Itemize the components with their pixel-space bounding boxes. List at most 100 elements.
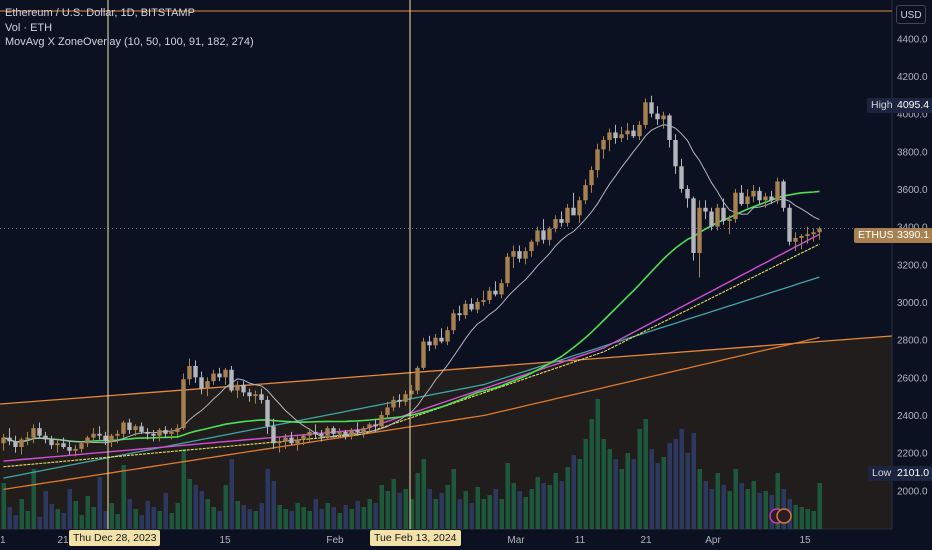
volume-bar (727, 491, 732, 529)
volume-bar (415, 473, 420, 529)
volume-bar (775, 473, 780, 529)
volume-bar (175, 503, 180, 529)
volume-bar (97, 477, 102, 529)
volume-bar (517, 491, 522, 529)
high-label: High (867, 98, 897, 113)
volume-bar (193, 485, 198, 529)
volume-bar (703, 481, 708, 529)
price-axis[interactable] (892, 0, 932, 550)
candle-body (37, 428, 42, 436)
volume-bar (619, 469, 624, 529)
candle-body (475, 301, 480, 310)
candle-body (745, 196, 750, 205)
symbol-title[interactable]: Ethereum / U.S. Dollar, 1D, BITSTAMP (5, 7, 195, 19)
candle-body (343, 431, 348, 436)
candle-body (703, 207, 708, 212)
volume-bar (205, 499, 210, 529)
candle-body (91, 433, 96, 438)
volume-bar (763, 491, 768, 529)
currency-button[interactable]: USD (896, 5, 926, 24)
volume-bar (511, 483, 516, 529)
volume-bar (649, 449, 654, 529)
time-tick: 15 (799, 535, 811, 546)
volume-bar (481, 499, 486, 529)
volume-bar (307, 511, 312, 529)
volume-legend[interactable]: Vol · ETH (5, 21, 53, 34)
price-tick: 2800.0 (897, 336, 928, 347)
indicator-legend[interactable]: MovAvg X ZoneOverlay (10, 50, 100, 91, 1… (5, 36, 254, 48)
volume-bar (661, 457, 666, 529)
candle-body (547, 228, 552, 240)
volume-bar (235, 501, 240, 529)
candle-body (487, 290, 492, 301)
volume-bar (685, 453, 690, 529)
volume-bar (583, 439, 588, 529)
volume-bar (733, 469, 738, 529)
candle-body (439, 337, 444, 342)
volume-bar (133, 509, 138, 529)
volume-bar (745, 489, 750, 529)
candle-body (163, 430, 168, 434)
candle-body (259, 394, 264, 400)
candle-body (241, 384, 246, 393)
candle-body (295, 439, 300, 444)
candle-body (223, 369, 228, 378)
volume-bar (331, 507, 336, 529)
volume-bar (253, 511, 258, 529)
candle-body (121, 422, 126, 434)
candle-body (115, 433, 120, 436)
volume-bar (103, 511, 108, 529)
candle-body (421, 341, 426, 368)
volume-bar (181, 449, 186, 529)
symbol-label: ETHUSD (854, 228, 906, 243)
volume-bar (739, 483, 744, 529)
volume-bar (25, 511, 30, 529)
candle-body (361, 428, 366, 432)
candle-body (1, 437, 6, 444)
candle-body (31, 428, 36, 438)
volume-bar (1, 483, 6, 529)
volume-bar (43, 491, 48, 529)
candle-body (529, 241, 534, 252)
candle-body (679, 166, 684, 189)
candle-body (247, 392, 252, 397)
price-tick: 3000.0 (897, 298, 928, 309)
candle-body (97, 433, 102, 436)
volume-bar (7, 507, 12, 529)
price-tick: 3600.0 (897, 185, 928, 196)
volume-bar (217, 511, 222, 529)
volume-bar (295, 503, 300, 529)
candle-body (271, 426, 276, 444)
volume-bar (289, 511, 294, 529)
candle-body (511, 251, 516, 257)
candle-body (553, 219, 558, 229)
candle-body (757, 190, 762, 201)
candle-body (625, 130, 630, 135)
candle-body (481, 300, 486, 302)
volume-bar (301, 507, 306, 529)
volume-bar (751, 481, 756, 529)
candle-body (385, 407, 390, 415)
earnings-icon[interactable] (776, 508, 792, 524)
time-tick: 21 (57, 535, 69, 546)
price-tick: 4000.0 (897, 110, 928, 121)
volume-bar (259, 503, 264, 529)
volume-bar (223, 485, 228, 529)
volume-bar (421, 459, 426, 529)
volume-bar (409, 499, 414, 529)
volume-bar (403, 489, 408, 529)
candle-body (13, 441, 18, 448)
volume-bar (691, 433, 696, 529)
ma-orange-line (3, 336, 820, 491)
volume-bar (13, 515, 18, 529)
ma-100-line (3, 233, 820, 462)
candle-body (589, 170, 594, 186)
candle-body (601, 139, 606, 150)
candle-body (433, 337, 438, 346)
candle-body (229, 369, 234, 391)
candle-body (781, 181, 786, 208)
volume-bar (565, 467, 570, 529)
candle-body (205, 381, 210, 389)
candle-body (523, 251, 528, 259)
